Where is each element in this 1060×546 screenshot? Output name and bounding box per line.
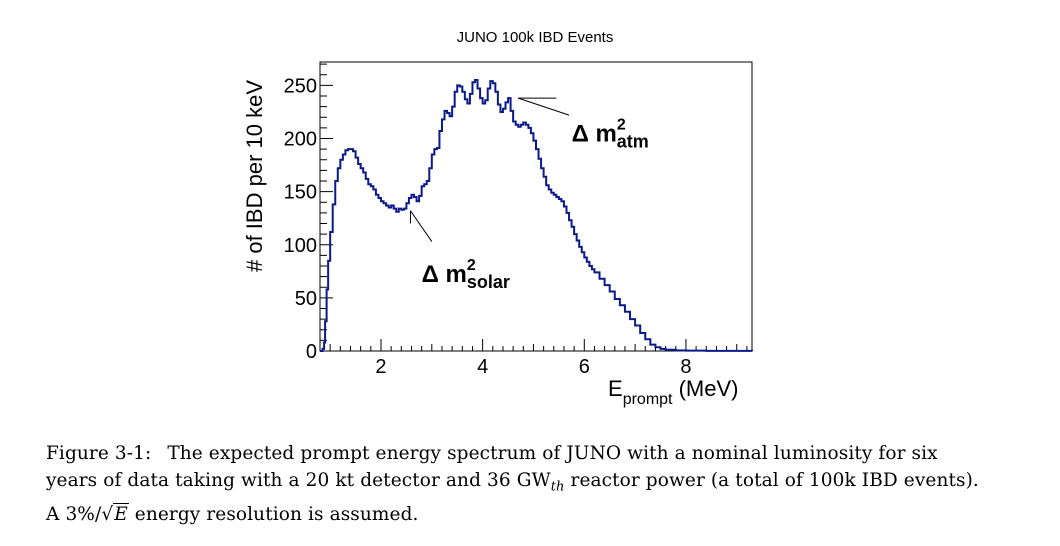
- figure-caption: Figure 3-1: The expected prompt energy sp…: [46, 440, 1006, 528]
- x-tick-label: 8: [680, 356, 691, 378]
- caption-line-3-a: A 3%/: [46, 503, 102, 525]
- annotation-arrow: [410, 210, 433, 242]
- data-series: [320, 79, 753, 352]
- annotation-arrow: [518, 97, 570, 116]
- x-axis-label-main: E: [608, 376, 623, 401]
- caption-line-1-text: The expected prompt energy spectrum of J…: [167, 443, 938, 464]
- caption-line-3-b: energy resolution is assumed.: [128, 503, 419, 525]
- y-tick-label: 50: [295, 288, 317, 310]
- caption-line-2-b: reactor power (a total of 100k IBD event…: [564, 470, 979, 491]
- x-tick-label: 6: [579, 356, 590, 378]
- y-tick-label: 250: [284, 75, 317, 97]
- chart-title: JUNO 100k IBD Events: [457, 29, 614, 46]
- sqrt-argument: E: [113, 502, 129, 525]
- y-axis-label: # of IBD per 10 keV: [242, 80, 267, 272]
- x-tick-label: 2: [375, 356, 386, 378]
- caption-line-3: A 3%/√E energy resolution is assumed.: [46, 501, 1006, 528]
- sqrt-symbol: √: [101, 503, 114, 525]
- caption-label: Figure 3-1:: [46, 443, 152, 464]
- axes: [319, 61, 753, 352]
- spectrum-chart: JUNO 100k IBD Events # of IBD per 10 keV…: [242, 29, 753, 408]
- y-axis-label-text: # of IBD per 10 keV: [242, 80, 267, 272]
- annotation-label: Δ m2 atm: [572, 117, 649, 152]
- annotation-label: Δ m2 solar: [422, 257, 510, 292]
- x-axis-label: Eprompt (MeV): [608, 376, 738, 408]
- y-tick-label: 150: [284, 182, 317, 204]
- y-tick-label: 100: [284, 235, 317, 257]
- x-axis-label-unit: (MeV): [672, 376, 738, 401]
- annotations: Δ m2 atm Δ m2 solar: [409, 97, 649, 292]
- y-tick-label: 200: [284, 129, 317, 151]
- caption-line-2: years of data taking with a 20 kt detect…: [46, 467, 1006, 501]
- x-axis-label-sub: prompt: [623, 391, 673, 408]
- caption-line-1: Figure 3-1: The expected prompt energy sp…: [46, 440, 1006, 467]
- axis-ticks: 2 4 6 8 0 50 100 150 200 250: [284, 63, 748, 378]
- caption-line-2-a: years of data taking with a 20 kt detect…: [46, 470, 551, 491]
- plot-frame: [319, 61, 753, 352]
- x-tick-label: 4: [477, 356, 488, 378]
- caption-line-2-sub: th: [550, 479, 565, 495]
- y-tick-label: 0: [306, 341, 317, 363]
- spectrum-line: [320, 79, 753, 352]
